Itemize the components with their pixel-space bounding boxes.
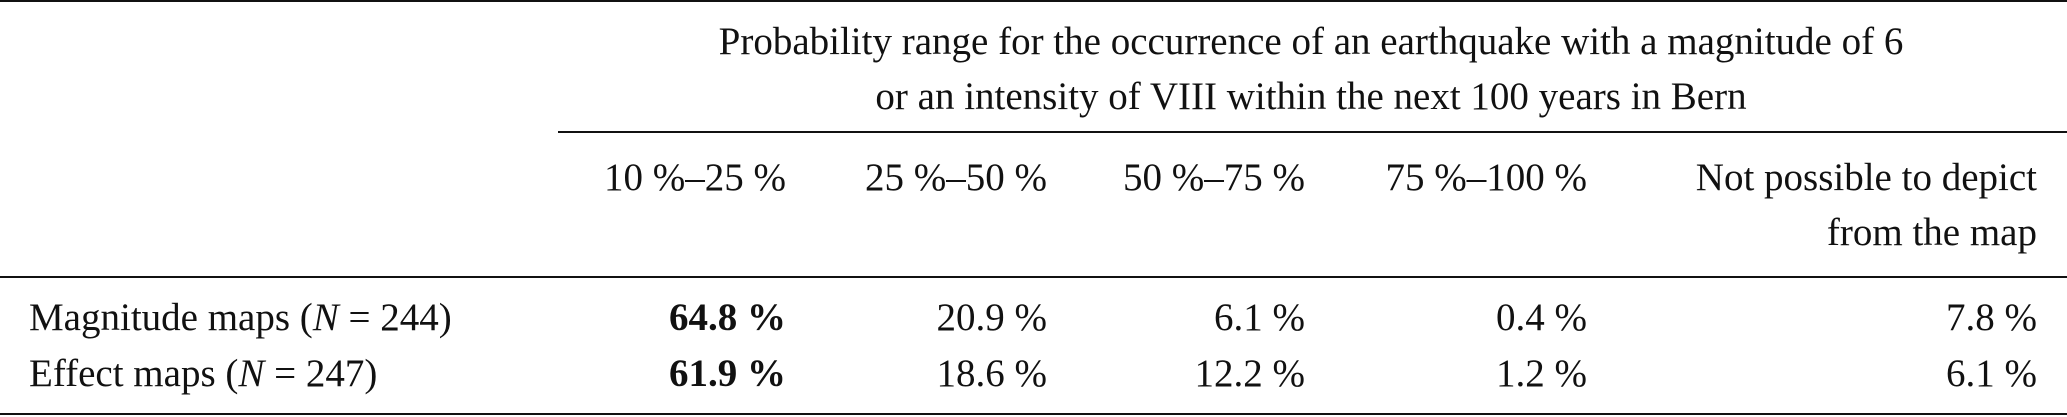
cell: 6.1 % [1946, 352, 2037, 395]
row-label-part: N [238, 352, 265, 395]
cell: 64.8 % [669, 296, 786, 339]
row-label-part: N [312, 296, 339, 339]
spanner-rule [558, 131, 2067, 133]
top-rule [0, 0, 2067, 2]
column-header: Not possible to depict [1695, 156, 2037, 199]
row-label: Effect maps (N = 247) [29, 354, 377, 393]
column-header: 75 %–100 % [1385, 156, 1587, 199]
row-label-part: Magnitude maps ( [29, 296, 313, 339]
cell: 18.6 % [936, 352, 1048, 395]
cell: 20.9 % [936, 296, 1048, 339]
cell: 6.1 % [1214, 296, 1305, 339]
row-label-part: Effect maps ( [29, 352, 239, 395]
spanner-line: or an intensity of VIII within the next … [875, 75, 1747, 118]
cell: 12.2 % [1194, 352, 1306, 395]
column-header: 25 %–50 % [865, 156, 1047, 199]
cell: 0.4 % [1496, 296, 1587, 339]
cell: 1.2 % [1496, 352, 1587, 395]
spanner-line: Probability range for the occurrence of … [718, 20, 1904, 63]
column-header: 10 %–25 % [604, 156, 786, 199]
column-header: from the map [1826, 211, 2037, 254]
cell: 61.9 % [669, 352, 786, 395]
row-label-part: = 244) [338, 296, 452, 339]
row-label-part: = 247) [264, 352, 378, 395]
cell: 7.8 % [1946, 296, 2037, 339]
row-label: Magnitude maps (N = 244) [29, 298, 452, 337]
mid-rule [0, 276, 2067, 278]
bottom-rule [0, 413, 2067, 415]
column-header: 50 %–75 % [1123, 156, 1305, 199]
